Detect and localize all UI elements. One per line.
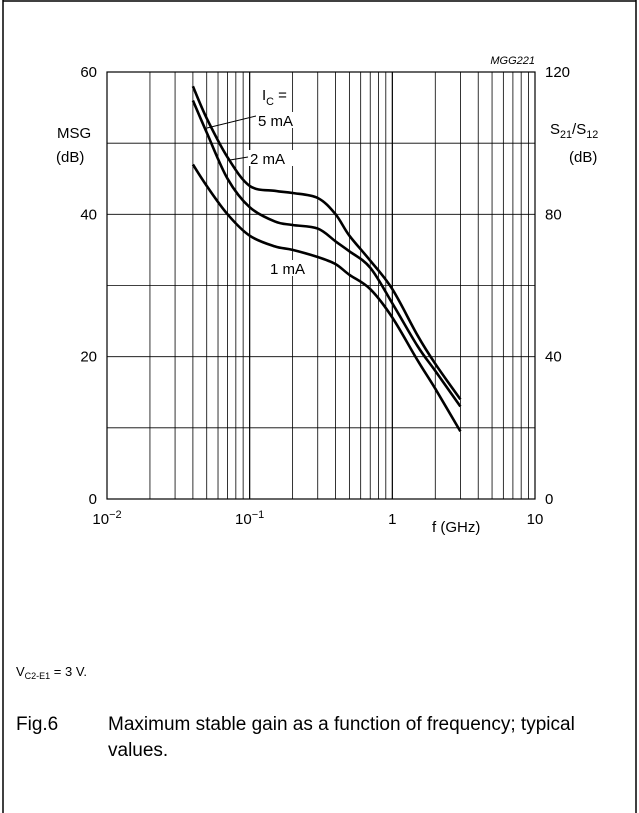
series-label-2ma: 2 mA <box>250 151 285 168</box>
series-label-1ma: 1 mA <box>270 261 305 278</box>
series-label-5ma: 5 mA <box>258 113 293 130</box>
right-axis-label-line2: (dB) <box>569 149 597 166</box>
left-tick-label: 40 <box>80 206 97 223</box>
x-axis-label: f (GHz) <box>432 519 480 536</box>
left-tick-labels: 0 20 40 60 <box>80 64 97 508</box>
x-tick-label: 10−1 <box>235 509 264 528</box>
x-tick-label: 10−2 <box>92 509 121 528</box>
condition-symbol: V <box>16 664 25 679</box>
x-tick-labels: 10−2 10−1 1 10 <box>92 509 543 528</box>
label-bg-2ma <box>248 150 296 166</box>
series-line-1ma <box>191 163 462 433</box>
series-line-2ma <box>191 99 462 408</box>
label-bg-5ma <box>256 112 302 128</box>
label-bg-1ma <box>268 260 314 276</box>
right-axis-label-line1: S21/S12 <box>550 121 598 141</box>
left-tick-label: 20 <box>80 349 97 366</box>
left-axis-label-line2: (dB) <box>56 149 84 166</box>
legend-header: IC = <box>262 87 287 108</box>
plot-frame <box>106 71 536 500</box>
leader-5ma <box>206 115 257 129</box>
condition-subscript: C2-E1 <box>24 671 51 681</box>
caption-text: Maximum stable gain as a function of fre… <box>108 714 575 761</box>
leader-2ma <box>229 156 249 161</box>
figure-code: MGG221 <box>490 55 535 67</box>
right-tick-label: 80 <box>545 206 562 223</box>
right-tick-label: 40 <box>545 349 562 366</box>
right-tick-label: 0 <box>545 491 553 508</box>
right-tick-labels: 0 40 80 120 <box>545 64 570 508</box>
chart-grid <box>107 72 535 499</box>
right-tick-label: 120 <box>545 64 570 81</box>
figure-number: Fig.6 <box>16 714 59 735</box>
left-tick-label: 60 <box>80 64 97 81</box>
x-tick-label: 1 <box>388 511 396 528</box>
left-tick-label: 0 <box>89 491 97 508</box>
test-condition: VC2-E1 = 3 V. <box>16 664 87 681</box>
left-axis-label-line1: MSG <box>57 125 91 142</box>
series-line-5ma <box>191 85 462 401</box>
series-curves <box>191 85 462 433</box>
condition-value: = 3 V. <box>50 664 87 679</box>
x-tick-label: 10 <box>527 511 544 528</box>
